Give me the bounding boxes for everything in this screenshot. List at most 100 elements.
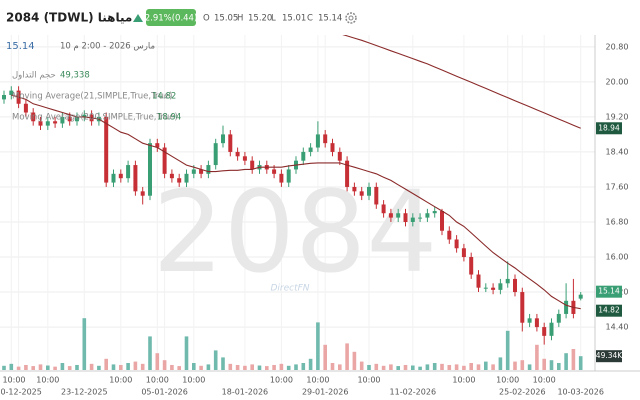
candle-body	[184, 173, 189, 183]
volume-bar	[484, 361, 488, 370]
candle-body	[206, 165, 211, 174]
volume-bar	[578, 356, 583, 370]
datetime: مارس 2026 - 2:00 م 10	[60, 42, 155, 52]
volume-bar	[199, 365, 203, 370]
candle-body	[308, 147, 313, 152]
volume-bar	[513, 361, 517, 370]
volume-bar	[31, 366, 35, 370]
moving-average-line	[11, 94, 581, 310]
candle-body	[388, 213, 393, 218]
volume-bar	[403, 364, 408, 370]
ma21-tag-bg	[596, 304, 622, 317]
volume-bar	[155, 353, 160, 370]
candle-body	[199, 169, 204, 174]
candle-body	[461, 248, 466, 258]
volume-bar	[279, 363, 284, 370]
volume-bar	[184, 336, 189, 370]
volume-tag-bg	[596, 350, 622, 363]
volume-bar	[469, 363, 473, 370]
volume-bar	[359, 361, 364, 370]
volume-bar	[162, 360, 167, 370]
settings-icon[interactable]	[345, 12, 357, 24]
y-tick-label: 18.40	[606, 147, 629, 156]
x-tick-label: 10:00	[357, 376, 380, 385]
candle-body	[432, 211, 437, 214]
candle-body	[345, 160, 350, 187]
y-tick-label: 17.60	[606, 182, 629, 191]
gear-inner	[348, 15, 354, 21]
candle-body	[520, 292, 525, 323]
ohlc-value: 15.05	[214, 14, 238, 24]
candle-body	[23, 103, 28, 113]
y-tick-label: 16.00	[606, 253, 629, 262]
ma200-tag-bg	[596, 122, 622, 135]
gear-outer	[345, 12, 357, 24]
candle-body	[140, 191, 145, 196]
volume-bar	[75, 364, 79, 370]
volume-bar	[316, 322, 320, 370]
legend-ma200-value: 18.94	[157, 113, 181, 123]
watermark: 2084	[152, 168, 437, 298]
volume-bar	[520, 360, 525, 370]
candle-body	[169, 173, 174, 179]
candle-body	[396, 213, 401, 218]
candle-body	[67, 116, 72, 122]
volume-bar	[440, 363, 444, 370]
legend-ma21-value: 14.82	[152, 92, 176, 102]
x-tick-label: 10:00	[452, 376, 475, 385]
candle-body	[549, 322, 554, 336]
ohlc-value: 15.01	[282, 14, 306, 24]
volume-bar	[257, 365, 262, 370]
volume-bar	[213, 350, 218, 370]
candle-body	[534, 318, 539, 328]
ohlc-label: C	[307, 14, 313, 24]
y-tick-label: 19.20	[606, 112, 629, 121]
ohlc-value: 15.20	[248, 14, 272, 24]
volume-bar	[133, 361, 138, 370]
candle-body	[527, 318, 532, 323]
volume-bar	[140, 363, 145, 370]
candle-body	[38, 121, 43, 126]
candle-body	[491, 287, 496, 290]
volume-bar	[571, 349, 576, 370]
volume-bar	[170, 364, 174, 370]
candle-body	[381, 204, 386, 214]
volume-bar	[89, 363, 94, 370]
candle-body	[118, 173, 123, 179]
close-tag: 15.14	[598, 287, 620, 296]
candle-body	[9, 90, 14, 95]
candle-body	[359, 191, 364, 196]
candle-body	[133, 165, 138, 192]
candle-body	[418, 217, 423, 219]
volume-bar	[338, 364, 342, 370]
candle-body	[228, 134, 233, 152]
candle-body	[367, 186, 371, 196]
candle-body	[126, 165, 131, 179]
volume-bar	[411, 365, 415, 370]
volume-bar	[228, 363, 233, 370]
volume-bar	[345, 343, 349, 370]
volume-bar	[549, 360, 554, 370]
volume-bar	[119, 364, 123, 370]
candle-body	[272, 169, 277, 174]
legend-ma200: Moving Average(200,SIMPLE,True,True)	[12, 113, 178, 123]
candle-body	[2, 94, 6, 100]
ma200-tag: 18.94	[598, 123, 620, 132]
ohlc-label: L	[271, 14, 276, 24]
candle-body	[242, 156, 247, 161]
candle-body	[337, 151, 342, 161]
volume-bar	[9, 363, 14, 370]
candle-body	[374, 186, 379, 205]
x-tick-label: 10:00	[270, 376, 293, 385]
x-tick-label: 05-01-2026	[141, 388, 188, 397]
candle-body	[45, 121, 50, 126]
volume-bar	[67, 366, 72, 370]
candle-body	[191, 169, 196, 174]
candle-body	[556, 313, 561, 323]
volume-bar	[206, 364, 211, 370]
volume-bar	[46, 365, 50, 370]
close-tag-bg	[596, 285, 622, 298]
